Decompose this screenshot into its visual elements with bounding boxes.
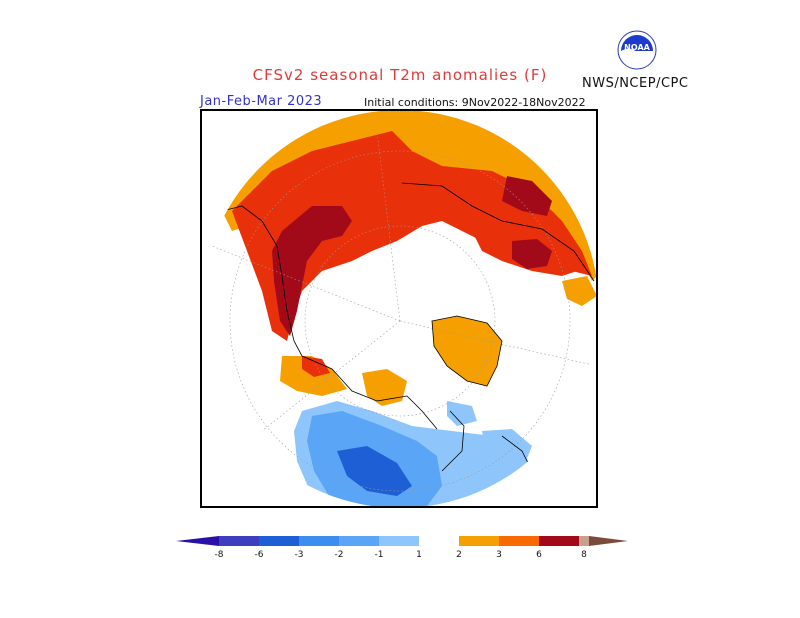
anomaly-region-ural-darkred [502, 176, 552, 216]
anomaly-region-canada-orange [362, 369, 407, 406]
colorbar-label: 6 [536, 550, 542, 560]
anomaly-region-canada-lightblue [447, 401, 477, 426]
map-frame [200, 109, 599, 508]
colorbar-swatch-p2 [499, 536, 539, 546]
anomaly-region-east-lightblue [482, 429, 532, 481]
colorbar-swatch-m1 [379, 536, 419, 546]
anomaly-region-siberia-darkred [272, 206, 352, 336]
colorbar-swatch-m8 [219, 536, 259, 546]
colorbar-swatch-m6 [259, 536, 299, 546]
color-legend: -8 -6 -3 -2 -1 1 2 3 6 8 [176, 536, 628, 560]
colorbar-label: -6 [255, 550, 264, 560]
colorbar-swatch-p3 [539, 536, 579, 546]
coastlines [221, 182, 595, 497]
colorbar-label: 1 [416, 550, 422, 560]
colorbar-label: 3 [496, 550, 502, 560]
polar-map [201, 110, 599, 508]
colorbar-max-arrow [589, 536, 628, 546]
anomaly-region-plains-darkblue [337, 446, 412, 496]
anomaly-region-alaska-red [302, 356, 330, 377]
colorbar-label: -2 [335, 550, 344, 560]
initial-conditions-label: Initial conditions: 9Nov2022-18Nov2022 [364, 96, 586, 109]
map-title: CFSv2 seasonal T2m anomalies (F) [252, 66, 548, 84]
colorbar-swatch-p1 [459, 536, 499, 546]
colorbar-label: -3 [295, 550, 304, 560]
colorbar-swatch-p6 [579, 536, 589, 546]
graticule [211, 130, 598, 492]
colorbar-label: 2 [456, 550, 462, 560]
anomaly-region-greenland-orange [432, 316, 502, 386]
colorbar-swatch-m2 [339, 536, 379, 546]
colorbar-min-arrow [176, 536, 219, 546]
colorbar-label: 8 [581, 550, 587, 560]
colorbar-swatch-m3 [299, 536, 339, 546]
anomaly-region-scandinavia-orange [562, 276, 597, 306]
colorbar-swatch-neutral [419, 536, 459, 546]
colorbar-label: -1 [375, 550, 384, 560]
colorbar-label: -8 [215, 550, 224, 560]
logo-text: NOAA [624, 43, 650, 52]
anomaly-region-eurasia-red [232, 131, 592, 341]
period-label: Jan-Feb-Mar 2023 [200, 94, 323, 109]
noaa-logo-icon: NOAA [617, 30, 657, 70]
anomaly-region-europe-darkred [512, 239, 552, 269]
organization-label: NWS/NCEP/CPC [582, 76, 689, 91]
